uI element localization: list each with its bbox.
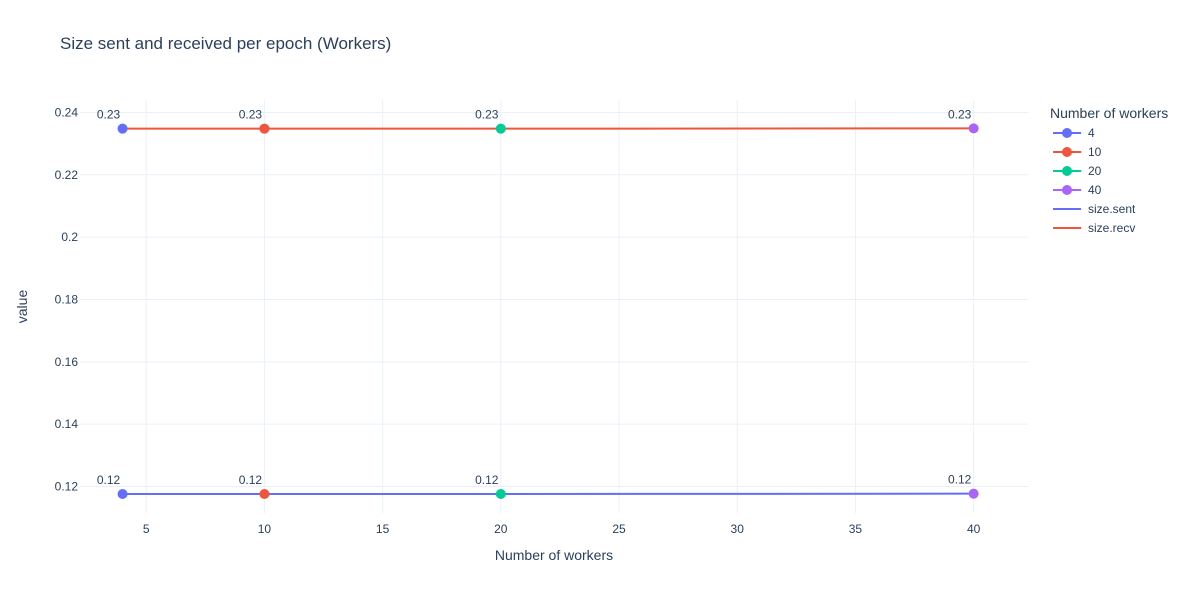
data-point-workers-10 bbox=[259, 488, 270, 499]
grid-layer bbox=[80, 100, 1028, 513]
y-tick-label: 0.14 bbox=[55, 417, 79, 431]
data-point-workers-40 bbox=[968, 123, 979, 134]
data-label: 0.23 bbox=[475, 108, 499, 122]
legend-label: size.sent bbox=[1088, 202, 1136, 216]
y-axis-title: value bbox=[14, 290, 30, 324]
y-axis-ticks: 0.12 0.14 0.16 0.18 0.2 0.22 0.24 bbox=[55, 105, 79, 493]
legend[interactable]: Number of workers 4 10 20 40 size.sent size.r… bbox=[1050, 105, 1168, 235]
x-tick-label: 35 bbox=[849, 522, 863, 536]
legend-swatch-marker bbox=[1062, 147, 1072, 157]
markers-layer: 0.23 0.12 0.23 0.12 0.23 0.12 0.23 0.12 bbox=[97, 107, 979, 499]
x-tick-label: 20 bbox=[494, 522, 508, 536]
legend-item-20[interactable]: 20 bbox=[1053, 164, 1102, 178]
data-point-workers-4 bbox=[117, 488, 128, 499]
data-point-workers-4 bbox=[117, 123, 128, 134]
data-label: 0.12 bbox=[948, 473, 972, 487]
legend-item-size-recv[interactable]: size.recv bbox=[1053, 221, 1135, 235]
legend-label: 10 bbox=[1088, 145, 1102, 159]
legend-item-size-sent[interactable]: size.sent bbox=[1053, 202, 1136, 216]
x-tick-label: 10 bbox=[258, 522, 272, 536]
chart-title: Size sent and received per epoch (Worker… bbox=[60, 34, 392, 53]
legend-swatch-marker bbox=[1062, 128, 1072, 138]
data-label: 0.23 bbox=[948, 107, 972, 121]
x-axis-ticks: 5 10 15 20 25 30 35 40 bbox=[143, 522, 981, 536]
data-point-workers-20 bbox=[495, 488, 506, 499]
legend-label: size.recv bbox=[1088, 221, 1135, 235]
legend-item-4[interactable]: 4 bbox=[1053, 126, 1095, 140]
legend-label: 4 bbox=[1088, 126, 1095, 140]
legend-item-40[interactable]: 40 bbox=[1053, 183, 1102, 197]
data-label: 0.12 bbox=[239, 473, 263, 487]
y-tick-label: 0.18 bbox=[55, 292, 79, 306]
x-tick-label: 30 bbox=[731, 522, 745, 536]
y-tick-label: 0.16 bbox=[55, 355, 79, 369]
lines-layer bbox=[122, 127, 974, 495]
x-tick-label: 40 bbox=[967, 522, 981, 536]
x-tick-label: 25 bbox=[612, 522, 626, 536]
legend-label: 20 bbox=[1088, 164, 1102, 178]
y-tick-label: 0.22 bbox=[55, 168, 79, 182]
x-tick-label: 15 bbox=[376, 522, 390, 536]
data-label: 0.12 bbox=[475, 473, 499, 487]
data-point-workers-40 bbox=[968, 488, 979, 499]
y-tick-label: 0.12 bbox=[55, 480, 79, 494]
y-tick-label: 0.2 bbox=[61, 230, 78, 244]
legend-label: 40 bbox=[1088, 183, 1102, 197]
legend-swatch-marker bbox=[1062, 185, 1072, 195]
legend-item-10[interactable]: 10 bbox=[1053, 145, 1102, 159]
x-axis-title: Number of workers bbox=[495, 547, 613, 563]
legend-title: Number of workers bbox=[1050, 105, 1168, 121]
x-tick-label: 5 bbox=[143, 522, 150, 536]
data-label: 0.23 bbox=[239, 108, 263, 122]
y-tick-label: 0.24 bbox=[55, 105, 79, 119]
data-label: 0.23 bbox=[97, 108, 121, 122]
data-label: 0.12 bbox=[97, 473, 121, 487]
legend-swatch-marker bbox=[1062, 166, 1072, 176]
data-point-workers-20 bbox=[495, 123, 506, 134]
data-point-workers-10 bbox=[259, 123, 270, 134]
